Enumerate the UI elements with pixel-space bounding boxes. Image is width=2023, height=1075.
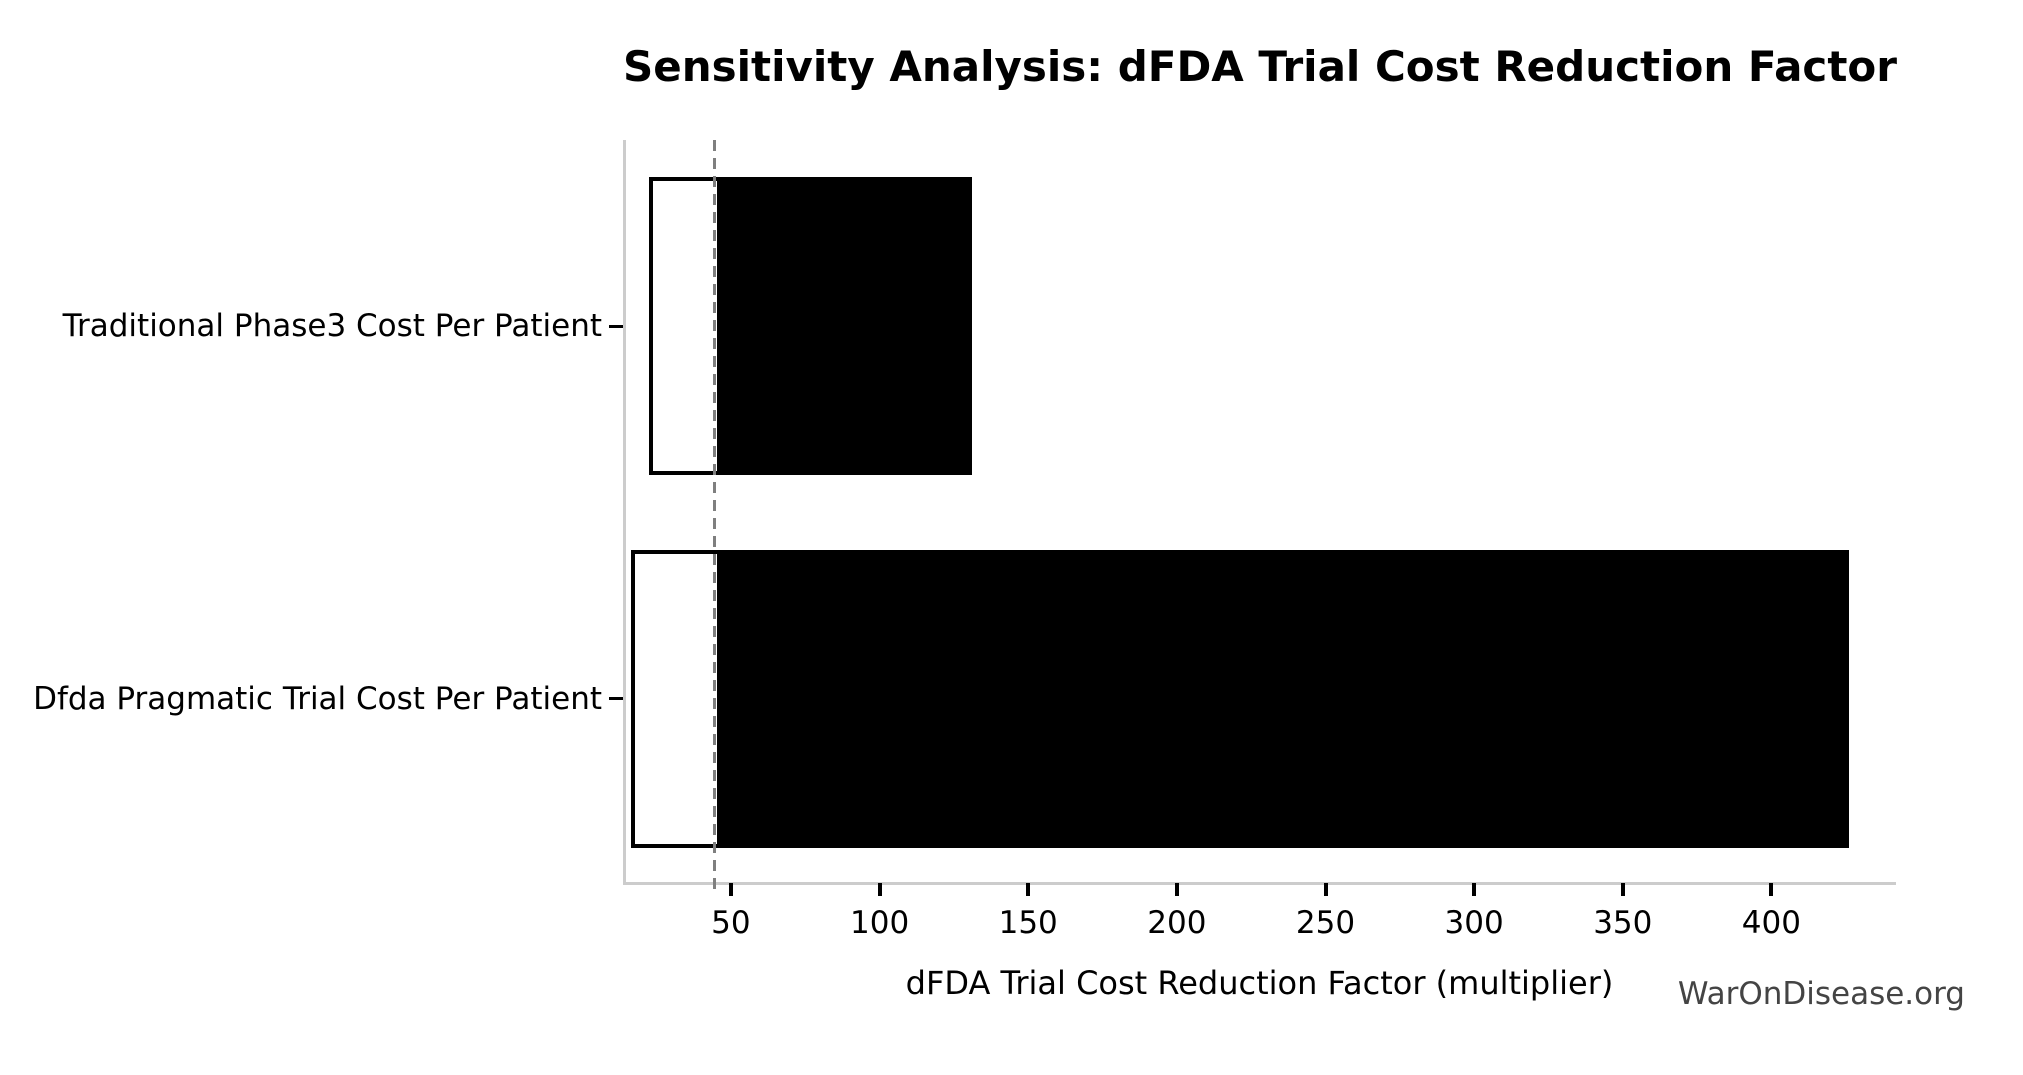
bar-dfda-pragmatic-trial-cost-per-patient (630, 549, 1849, 848)
x-tick-mark (1620, 883, 1625, 896)
y-axis-label-dfda-pragmatic-trial-cost-per-patient: Dfda Pragmatic Trial Cost Per Patient (33, 680, 602, 717)
baseline-dashed-line (712, 140, 716, 896)
bar-low-segment (634, 553, 718, 844)
bar-traditional-phase3-cost-per-patient (649, 177, 972, 476)
x-tick-mark (1323, 883, 1328, 896)
x-tick-label-100: 100 (850, 905, 910, 941)
x-tick-mark (877, 883, 882, 896)
x-tick-mark (728, 883, 733, 896)
x-tick-mark (1472, 883, 1477, 896)
bar-low-segment (653, 181, 718, 472)
watermark: WarOnDisease.org (1677, 976, 1965, 1012)
y-axis-label-traditional-phase3-cost-per-patient: Traditional Phase3 Cost Per Patient (62, 308, 602, 345)
chart-title: Sensitivity Analysis: dFDA Trial Cost Re… (623, 42, 1897, 91)
y-tick-mark (609, 324, 623, 328)
x-tick-label-300: 300 (1444, 905, 1504, 941)
x-tick-mark (1769, 883, 1774, 896)
x-tick-label-400: 400 (1741, 905, 1801, 941)
x-tick-label-250: 250 (1295, 905, 1356, 941)
x-tick-label-50: 50 (711, 905, 751, 941)
x-tick-label-350: 350 (1593, 905, 1653, 941)
x-axis-label: dFDA Trial Cost Reduction Factor (multip… (905, 964, 1614, 1002)
plot-area (623, 140, 1896, 885)
x-tick-label-200: 200 (1147, 905, 1207, 941)
x-tick-label-150: 150 (998, 905, 1058, 941)
x-tick-mark (1026, 883, 1031, 896)
y-tick-mark (609, 697, 623, 701)
x-tick-mark (1174, 883, 1179, 896)
